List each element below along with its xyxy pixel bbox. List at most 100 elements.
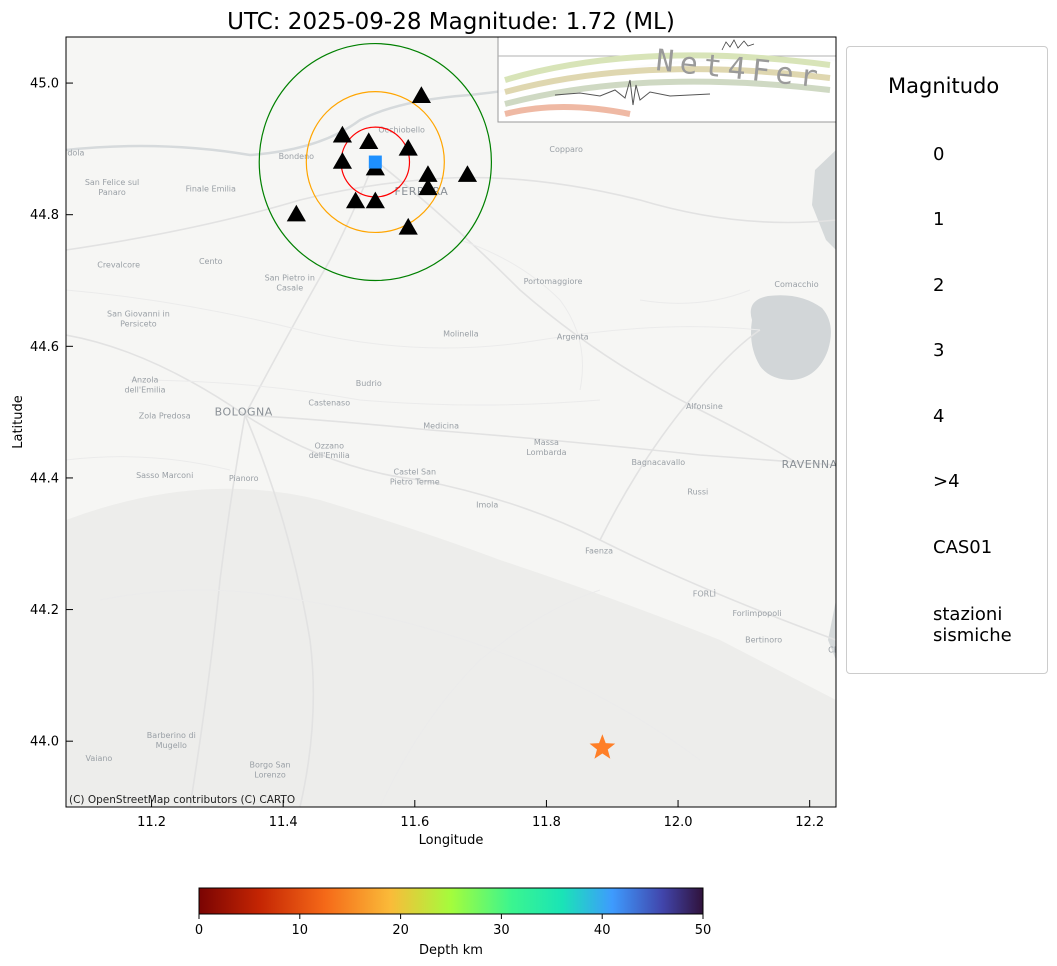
place-label: Pianoro: [229, 474, 259, 483]
place-label: Finale Emilia: [186, 185, 236, 194]
sea-area: [812, 150, 836, 250]
colorbar-ticks: 0 10 20 30 40 50: [195, 914, 711, 938]
place-label: Argenta: [557, 333, 589, 342]
x-axis-ticks: 11.2 11.4 11.6 11.8 12.0 12.2: [137, 800, 824, 830]
x-tick-label: 11.4: [269, 815, 298, 830]
legend-stations-label: stazioni: [933, 604, 1003, 625]
place-label: Crevalcore: [97, 260, 140, 269]
map-title: UTC: 2025-09-28 Magnitude: 1.72 (ML): [227, 9, 675, 35]
station-marker: [286, 204, 306, 222]
place-label: Faenza: [585, 547, 613, 556]
x-tick-label: 12.2: [795, 815, 824, 830]
place-label: Budrio: [356, 379, 382, 388]
station-marker: [332, 125, 353, 143]
seismic-stations: [286, 86, 478, 235]
place-label: Pietro Terme: [390, 478, 440, 487]
place-label: Copparo: [549, 145, 583, 154]
place-label: Comacchio: [774, 280, 818, 289]
place-label: Castel San: [394, 468, 437, 477]
cas01-marker: [368, 155, 382, 169]
place-label: Molinella: [443, 329, 479, 338]
station-marker: [457, 165, 478, 182]
depth-colorbar: 0 10 20 30 40 50 Depth km: [195, 887, 711, 958]
station-marker: [411, 86, 431, 103]
x-axis-label: Longitude: [419, 833, 484, 848]
place-label: Massa: [534, 438, 559, 447]
place-label: Bagnacavallo: [631, 458, 685, 467]
colorbar-tick-label: 50: [695, 923, 712, 938]
cas01-station: [368, 155, 382, 169]
legend-magnitude-label: 0: [933, 144, 945, 165]
y-tick-label: 44.0: [30, 735, 59, 750]
colorbar-tick-label: 30: [493, 923, 510, 938]
place-label: Medicina: [423, 422, 459, 431]
place-label: Bondeno: [279, 152, 315, 161]
y-tick-label: 45.0: [30, 77, 59, 92]
legend-magnitude-label: 2: [933, 275, 945, 296]
place-label: Portomaggiore: [524, 277, 583, 286]
hills: [66, 488, 836, 807]
distance-circle: [258, 42, 493, 282]
place-label: dola: [67, 148, 84, 157]
event-star: [589, 734, 616, 759]
colorbar-label: Depth km: [419, 943, 483, 958]
place-label: Vaiano: [85, 754, 112, 763]
place-label: San Felice sul: [85, 178, 139, 187]
place-label: Sasso Marconi: [136, 471, 193, 480]
colorbar-tick-label: 10: [292, 923, 309, 938]
map-attribution: (C) OpenStreetMap contributors (C) CARTO: [69, 794, 295, 806]
place-label: Occhiobello: [378, 125, 425, 134]
y-tick-label: 44.8: [30, 208, 59, 223]
place-label: Russi: [687, 487, 708, 496]
colorbar-tick-label: 40: [594, 923, 611, 938]
place-label: BOLOGNA: [215, 405, 273, 418]
legend: [846, 46, 1048, 674]
place-label: Forlimpopoli: [732, 609, 781, 618]
legend-magnitude-label: >4: [933, 471, 960, 492]
y-tick-label: 44.4: [30, 471, 59, 486]
place-label: Imola: [476, 501, 498, 510]
map-frame: [65, 36, 837, 808]
station-marker: [332, 152, 353, 169]
distance-circle: [305, 91, 445, 234]
place-label: Bertinoro: [745, 635, 782, 644]
station-marker: [418, 178, 438, 196]
legend-stations-label: sismiche: [933, 625, 1012, 646]
place-label: Lombarda: [526, 448, 566, 457]
y-axis-ticks: 44.0 44.2 44.4 44.6 44.8 45.0: [30, 77, 73, 750]
place-label: San Giovanni in: [107, 310, 170, 319]
place-label: Persiceto: [120, 320, 157, 329]
place-label: Barberino di: [147, 731, 196, 740]
place-label: Mugello: [156, 741, 187, 750]
place-label: Castenaso: [308, 399, 350, 408]
place-label: FORLÌ: [693, 587, 716, 598]
place-label: Borgo San: [249, 761, 290, 770]
y-axis-label: Latitude: [11, 395, 26, 449]
station-marker: [359, 132, 379, 150]
place-label: dell'Emilia: [309, 451, 350, 460]
earthquake-event: [589, 734, 616, 759]
lagoon: [750, 295, 831, 380]
place-label: RAVENNA: [782, 458, 838, 471]
y-tick-label: 44.2: [30, 603, 59, 618]
place-label: Lorenzo: [254, 770, 286, 779]
place-label: Casale: [276, 283, 303, 292]
station-marker: [365, 191, 385, 209]
station-marker: [345, 191, 366, 209]
place-label: dell'Emilia: [124, 385, 165, 394]
place-label: Zola Predosa: [139, 412, 191, 421]
station-marker: [398, 217, 418, 235]
place-label: Cento: [199, 257, 223, 266]
legend-title: Magnitudo: [888, 74, 1000, 98]
place-label: Ozzano: [314, 441, 344, 450]
legend-magnitude-label: 3: [933, 340, 945, 361]
map-panel[interactable]: BOLOGNAFERRARARAVENNABondenoOcchiobelloC…: [65, 36, 844, 808]
legend-magnitude-label: 4: [933, 406, 945, 427]
x-tick-label: 11.8: [532, 815, 561, 830]
place-label: San Pietro in: [265, 274, 315, 283]
distance-circles: [258, 42, 493, 282]
place-label: Alfonsine: [686, 402, 723, 411]
legend-cas01-label: CAS01: [933, 537, 993, 558]
net4fer-logo: Net4Fer: [497, 36, 837, 123]
